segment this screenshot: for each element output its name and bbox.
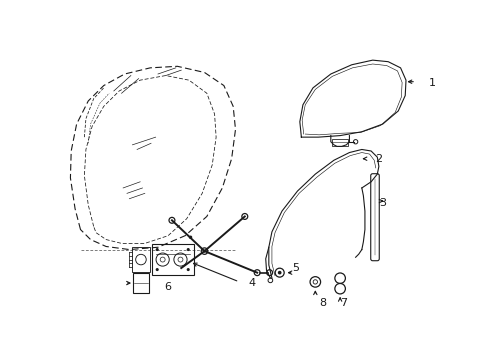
Circle shape [186, 248, 189, 251]
Circle shape [155, 268, 159, 271]
FancyBboxPatch shape [151, 244, 193, 275]
Text: 5: 5 [291, 263, 299, 273]
Text: 4: 4 [248, 278, 255, 288]
Text: 8: 8 [319, 298, 326, 309]
FancyBboxPatch shape [132, 247, 150, 272]
Circle shape [203, 250, 205, 252]
Circle shape [186, 268, 189, 271]
Text: 2: 2 [374, 154, 381, 164]
Text: 3: 3 [378, 198, 385, 208]
FancyBboxPatch shape [370, 174, 379, 261]
FancyBboxPatch shape [332, 139, 347, 147]
FancyBboxPatch shape [133, 273, 148, 293]
Text: 1: 1 [428, 78, 435, 88]
Text: 6: 6 [164, 282, 171, 292]
Circle shape [277, 271, 281, 275]
Text: 7: 7 [340, 298, 347, 309]
Circle shape [188, 235, 192, 239]
Circle shape [155, 248, 159, 251]
